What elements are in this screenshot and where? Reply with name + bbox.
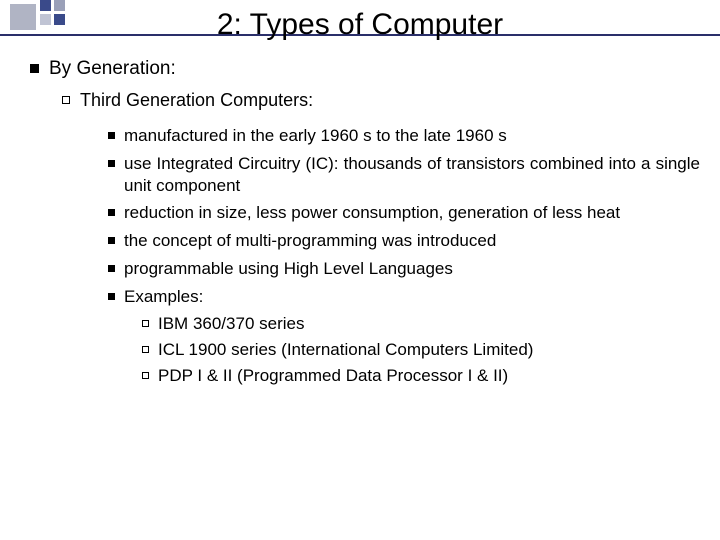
bullet-hollow-square-icon: [142, 320, 149, 327]
level3-item: programmable using High Level Languages: [108, 258, 700, 280]
bullet-filled-square-icon: [108, 209, 115, 216]
level2-item: Third Generation Computers:: [62, 90, 700, 111]
level4-item: ICL 1900 series (International Computers…: [142, 339, 700, 361]
bullet-filled-square-icon: [108, 160, 115, 167]
level3-text: programmable using High Level Languages: [124, 258, 700, 280]
bullet-hollow-square-icon: [62, 96, 70, 104]
level3-item: use Integrated Circuitry (IC): thousands…: [108, 153, 700, 197]
bullet-filled-square-icon: [108, 293, 115, 300]
level4-item: PDP I & II (Programmed Data Processor I …: [142, 365, 700, 387]
level2-text: Third Generation Computers:: [80, 90, 700, 111]
bullet-hollow-square-icon: [142, 346, 149, 353]
level3-text: Examples:: [124, 286, 700, 308]
level4-text: PDP I & II (Programmed Data Processor I …: [158, 365, 700, 387]
bullet-filled-square-icon: [108, 237, 115, 244]
slide-content: By Generation: Third Generation Computer…: [30, 58, 700, 391]
bullet-filled-square-icon: [108, 265, 115, 272]
bullet-filled-square-icon: [30, 64, 39, 73]
level4-text: IBM 360/370 series: [158, 313, 700, 335]
level1-item: By Generation:: [30, 58, 700, 80]
level3-item: Examples:: [108, 286, 700, 308]
level3-item: reduction in size, less power consumptio…: [108, 202, 700, 224]
level3-text: reduction in size, less power consumptio…: [124, 202, 700, 224]
bullet-hollow-square-icon: [142, 372, 149, 379]
level3-item: manufactured in the early 1960 s to the …: [108, 125, 700, 147]
level1-text: By Generation:: [49, 58, 700, 80]
level3-text: use Integrated Circuitry (IC): thousands…: [124, 153, 700, 197]
level3-text: manufactured in the early 1960 s to the …: [124, 125, 700, 147]
level4-text: ICL 1900 series (International Computers…: [158, 339, 700, 361]
level3-text: the concept of multi-programming was int…: [124, 230, 700, 252]
level3-item: the concept of multi-programming was int…: [108, 230, 700, 252]
slide-title: 2: Types of Computer: [0, 8, 720, 42]
bullet-filled-square-icon: [108, 132, 115, 139]
level4-item: IBM 360/370 series: [142, 313, 700, 335]
